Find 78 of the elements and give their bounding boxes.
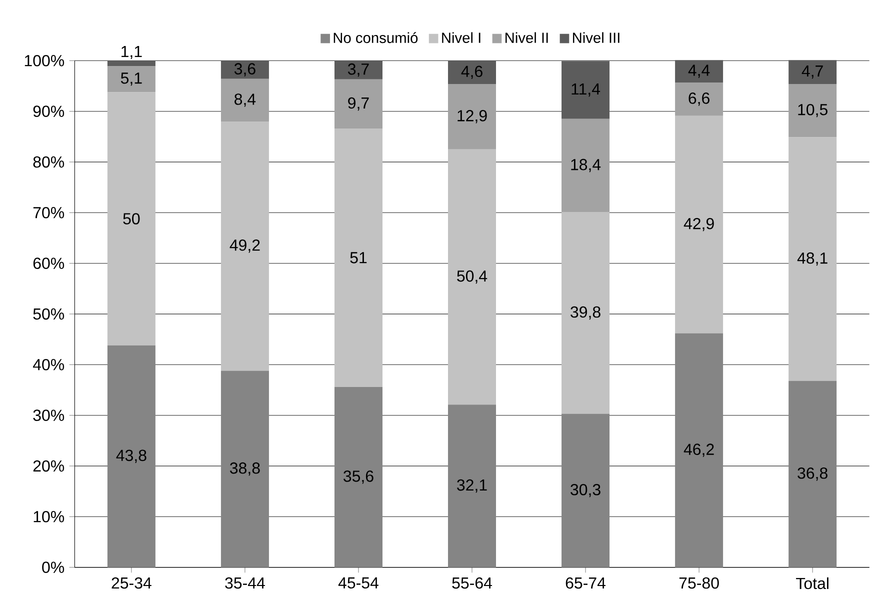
x-tick-label: 35-44: [225, 577, 265, 589]
legend-label: Nivel II: [506, 32, 548, 43]
data-label: 18,4: [571, 158, 601, 172]
data-label: 12,9: [458, 110, 487, 124]
data-label: 6,6: [688, 92, 710, 106]
legend-label: No consumió: [334, 32, 418, 44]
data-label: 39,8: [570, 306, 600, 320]
bar: [107, 60, 156, 66]
data-label: 50: [123, 213, 140, 224]
bar: [448, 60, 496, 84]
x-tick-label: 75-80: [679, 577, 719, 589]
legend-label: Nivel III: [573, 32, 620, 43]
data-label: 9,7: [348, 97, 369, 111]
x-tick-label: 65-74: [566, 577, 606, 589]
y-tick-label: 20%: [33, 460, 64, 472]
y-tick-label: 70%: [33, 206, 64, 218]
bar: [788, 380, 837, 568]
bar: [334, 79, 382, 129]
data-label: 42,9: [684, 218, 714, 232]
bar: [562, 118, 610, 212]
data-label: 3,7: [348, 63, 369, 77]
bar: [788, 60, 837, 84]
bar: [107, 66, 156, 92]
bar: [675, 333, 724, 568]
y-tick-label: 100%: [24, 55, 64, 66]
bar: [562, 61, 610, 119]
data-label: 4,7: [802, 66, 823, 79]
bar: [334, 60, 382, 80]
x-tick-label: Total: [796, 577, 828, 590]
y-tick-label: 30%: [33, 410, 64, 421]
data-label: 1,1: [122, 46, 142, 60]
data-label: 5,1: [120, 72, 142, 86]
data-label: 50,4: [457, 270, 488, 284]
data-label: 4,4: [688, 64, 710, 78]
bar: [562, 212, 610, 414]
bar: [562, 414, 610, 568]
bar: [334, 128, 382, 387]
bar: [788, 84, 837, 138]
data-label: 36,8: [798, 467, 828, 481]
y-tick-label: 10%: [34, 510, 64, 522]
bar: [448, 404, 496, 568]
y-tick-label: 80%: [33, 156, 64, 168]
data-label: 8,4: [234, 94, 256, 107]
bar: [448, 84, 496, 150]
bar: [220, 370, 269, 568]
bar: [448, 149, 496, 405]
data-label: 35,6: [344, 470, 374, 484]
data-label: 49,2: [230, 239, 260, 253]
bar: [675, 116, 724, 334]
y-tick-label: 50%: [33, 308, 64, 320]
y-tick-label: 90%: [33, 106, 64, 117]
bar: [675, 60, 724, 82]
data-label: 32,1: [457, 479, 487, 493]
data-label: 43,8: [116, 450, 146, 463]
bar: [220, 60, 269, 79]
data-label: 48,1: [797, 252, 828, 266]
y-tick-label: 60%: [33, 258, 64, 269]
x-tick-label: 25-34: [112, 577, 152, 589]
data-label: 11,4: [572, 84, 600, 97]
x-tick-label: 55-64: [452, 577, 492, 589]
bar: [334, 386, 382, 568]
bar: [220, 78, 269, 122]
data-label: 30,3: [570, 484, 600, 498]
bar: [220, 121, 269, 371]
data-label: 10,5: [798, 104, 828, 118]
bar: [107, 345, 156, 568]
legend-label: Nivel I: [442, 32, 480, 43]
data-label: 51: [350, 252, 367, 264]
y-tick-label: 40%: [32, 358, 64, 370]
x-tick-label: 45-54: [338, 577, 378, 589]
bar: [788, 137, 837, 381]
data-label: 3,6: [234, 63, 256, 76]
data-label: 46,2: [684, 444, 714, 457]
bar: [675, 82, 724, 116]
data-label: 38,8: [230, 462, 260, 476]
y-tick-label: 0%: [42, 562, 64, 573]
data-label: 4,6: [461, 66, 482, 79]
bar: [107, 92, 156, 346]
